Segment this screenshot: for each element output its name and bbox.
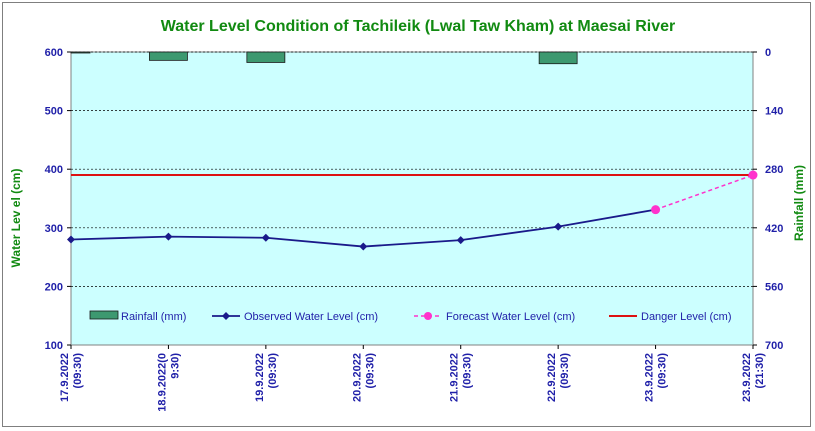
x-tick-label-line2: (09:30): [657, 353, 669, 389]
x-tick-label-line2: 9:30): [169, 353, 181, 379]
forecast-water-level-line: [655, 174, 754, 211]
x-tick-label-line1: 17.9.2022: [59, 353, 71, 402]
y-tick-label: 500: [45, 106, 63, 118]
y-axis-ticks: 100 200 300 400 500 600: [45, 47, 63, 352]
x-tick-label-line2: (09:30): [462, 353, 474, 389]
x-tick-label: 19.9.2022 (09:30): [254, 353, 279, 402]
observed-point: [554, 222, 563, 231]
x-tick-label-line2: (09:30): [364, 353, 376, 389]
x-tick-label-line2: (09:30): [559, 353, 571, 389]
y-tick-label: 200: [45, 281, 63, 293]
x-tick-label-line1: 18.9.2022(0: [156, 353, 168, 412]
rainfall-bar: [149, 51, 188, 61]
rainfall-bars: [70, 51, 578, 65]
y2-axis-title: Rainfall (mm): [792, 165, 806, 241]
x-tick-label-line1: 21.9.2022: [449, 353, 461, 402]
x-tick-label-line2: (09:30): [72, 353, 84, 389]
x-tick-label: 20.9.2022 (09:30): [351, 353, 376, 402]
y-tick-label: 100: [45, 340, 63, 352]
plot-area: [70, 51, 754, 346]
x-tick-label: 23.9.2022 (21:30): [741, 353, 766, 402]
y2-tick-label: 0: [765, 47, 771, 59]
x-tick-label: 17.9.2022 (09:30): [59, 353, 84, 402]
x-tick-label: 18.9.2022(0 9:30): [156, 353, 181, 412]
legend: Rainfall (mm) Observed Water Level (cm) Fo…: [89, 310, 731, 323]
observed-point: [359, 242, 368, 251]
rainfall-bar: [538, 51, 578, 65]
forecast-point: [651, 205, 661, 215]
x-tick-label-line1: 23.9.2022: [644, 353, 656, 402]
y2-tick-label: 700: [765, 340, 783, 352]
chart-title: Water Level Condition of Tachileik (Lwal…: [161, 18, 675, 35]
y2-tick-label: 140: [765, 106, 783, 118]
x-tick-label: 22.9.2022 (09:30): [546, 353, 571, 402]
y-axis-title: Water Lev el (cm): [9, 169, 23, 268]
legend-swatch-rainfall: [89, 310, 119, 320]
y2-tick-label: 560: [765, 281, 783, 293]
legend-label-rainfall: Rainfall (mm): [121, 311, 186, 323]
y2-axis-ticks: 0 140 280 420 560 700: [765, 47, 783, 352]
legend-label-danger: Danger Level (cm): [641, 311, 731, 323]
observed-point: [261, 233, 270, 242]
y2-tick-label: 420: [765, 223, 783, 235]
x-tick-label: 23.9.2022 (09:30): [644, 353, 669, 402]
x-tick-label-line1: 20.9.2022: [351, 353, 363, 402]
x-tick-label-line1: 19.9.2022: [254, 353, 266, 402]
legend-marker-forecast: [424, 312, 432, 320]
x-tick-label: 21.9.2022 (09:30): [449, 353, 474, 402]
x-tick-label-line1: 23.9.2022: [741, 353, 753, 402]
legend-marker-observed: [222, 312, 230, 320]
series-lines: [67, 170, 758, 251]
y-tick-label: 300: [45, 223, 63, 235]
rainfall-bar: [246, 51, 286, 63]
y2-tick-label: 280: [765, 164, 783, 176]
x-tick-label-line2: (21:30): [754, 353, 766, 389]
rainfall-bar: [70, 51, 91, 54]
forecast-point: [748, 170, 758, 180]
observed-point: [164, 232, 173, 241]
legend-label-forecast: Forecast Water Level (cm): [446, 311, 575, 323]
x-tick-label-line1: 22.9.2022: [546, 353, 558, 402]
observed-point: [67, 235, 75, 244]
legend-label-observed: Observed Water Level (cm): [244, 311, 378, 323]
x-tick-label-line2: (09:30): [267, 353, 279, 389]
y-tick-label: 600: [45, 47, 63, 59]
y-tick-label: 400: [45, 164, 63, 176]
x-axis-ticks: 17.9.2022 (09:30) 18.9.2022(0 9:30) 19.9.202…: [59, 353, 766, 412]
observed-point: [456, 236, 465, 245]
